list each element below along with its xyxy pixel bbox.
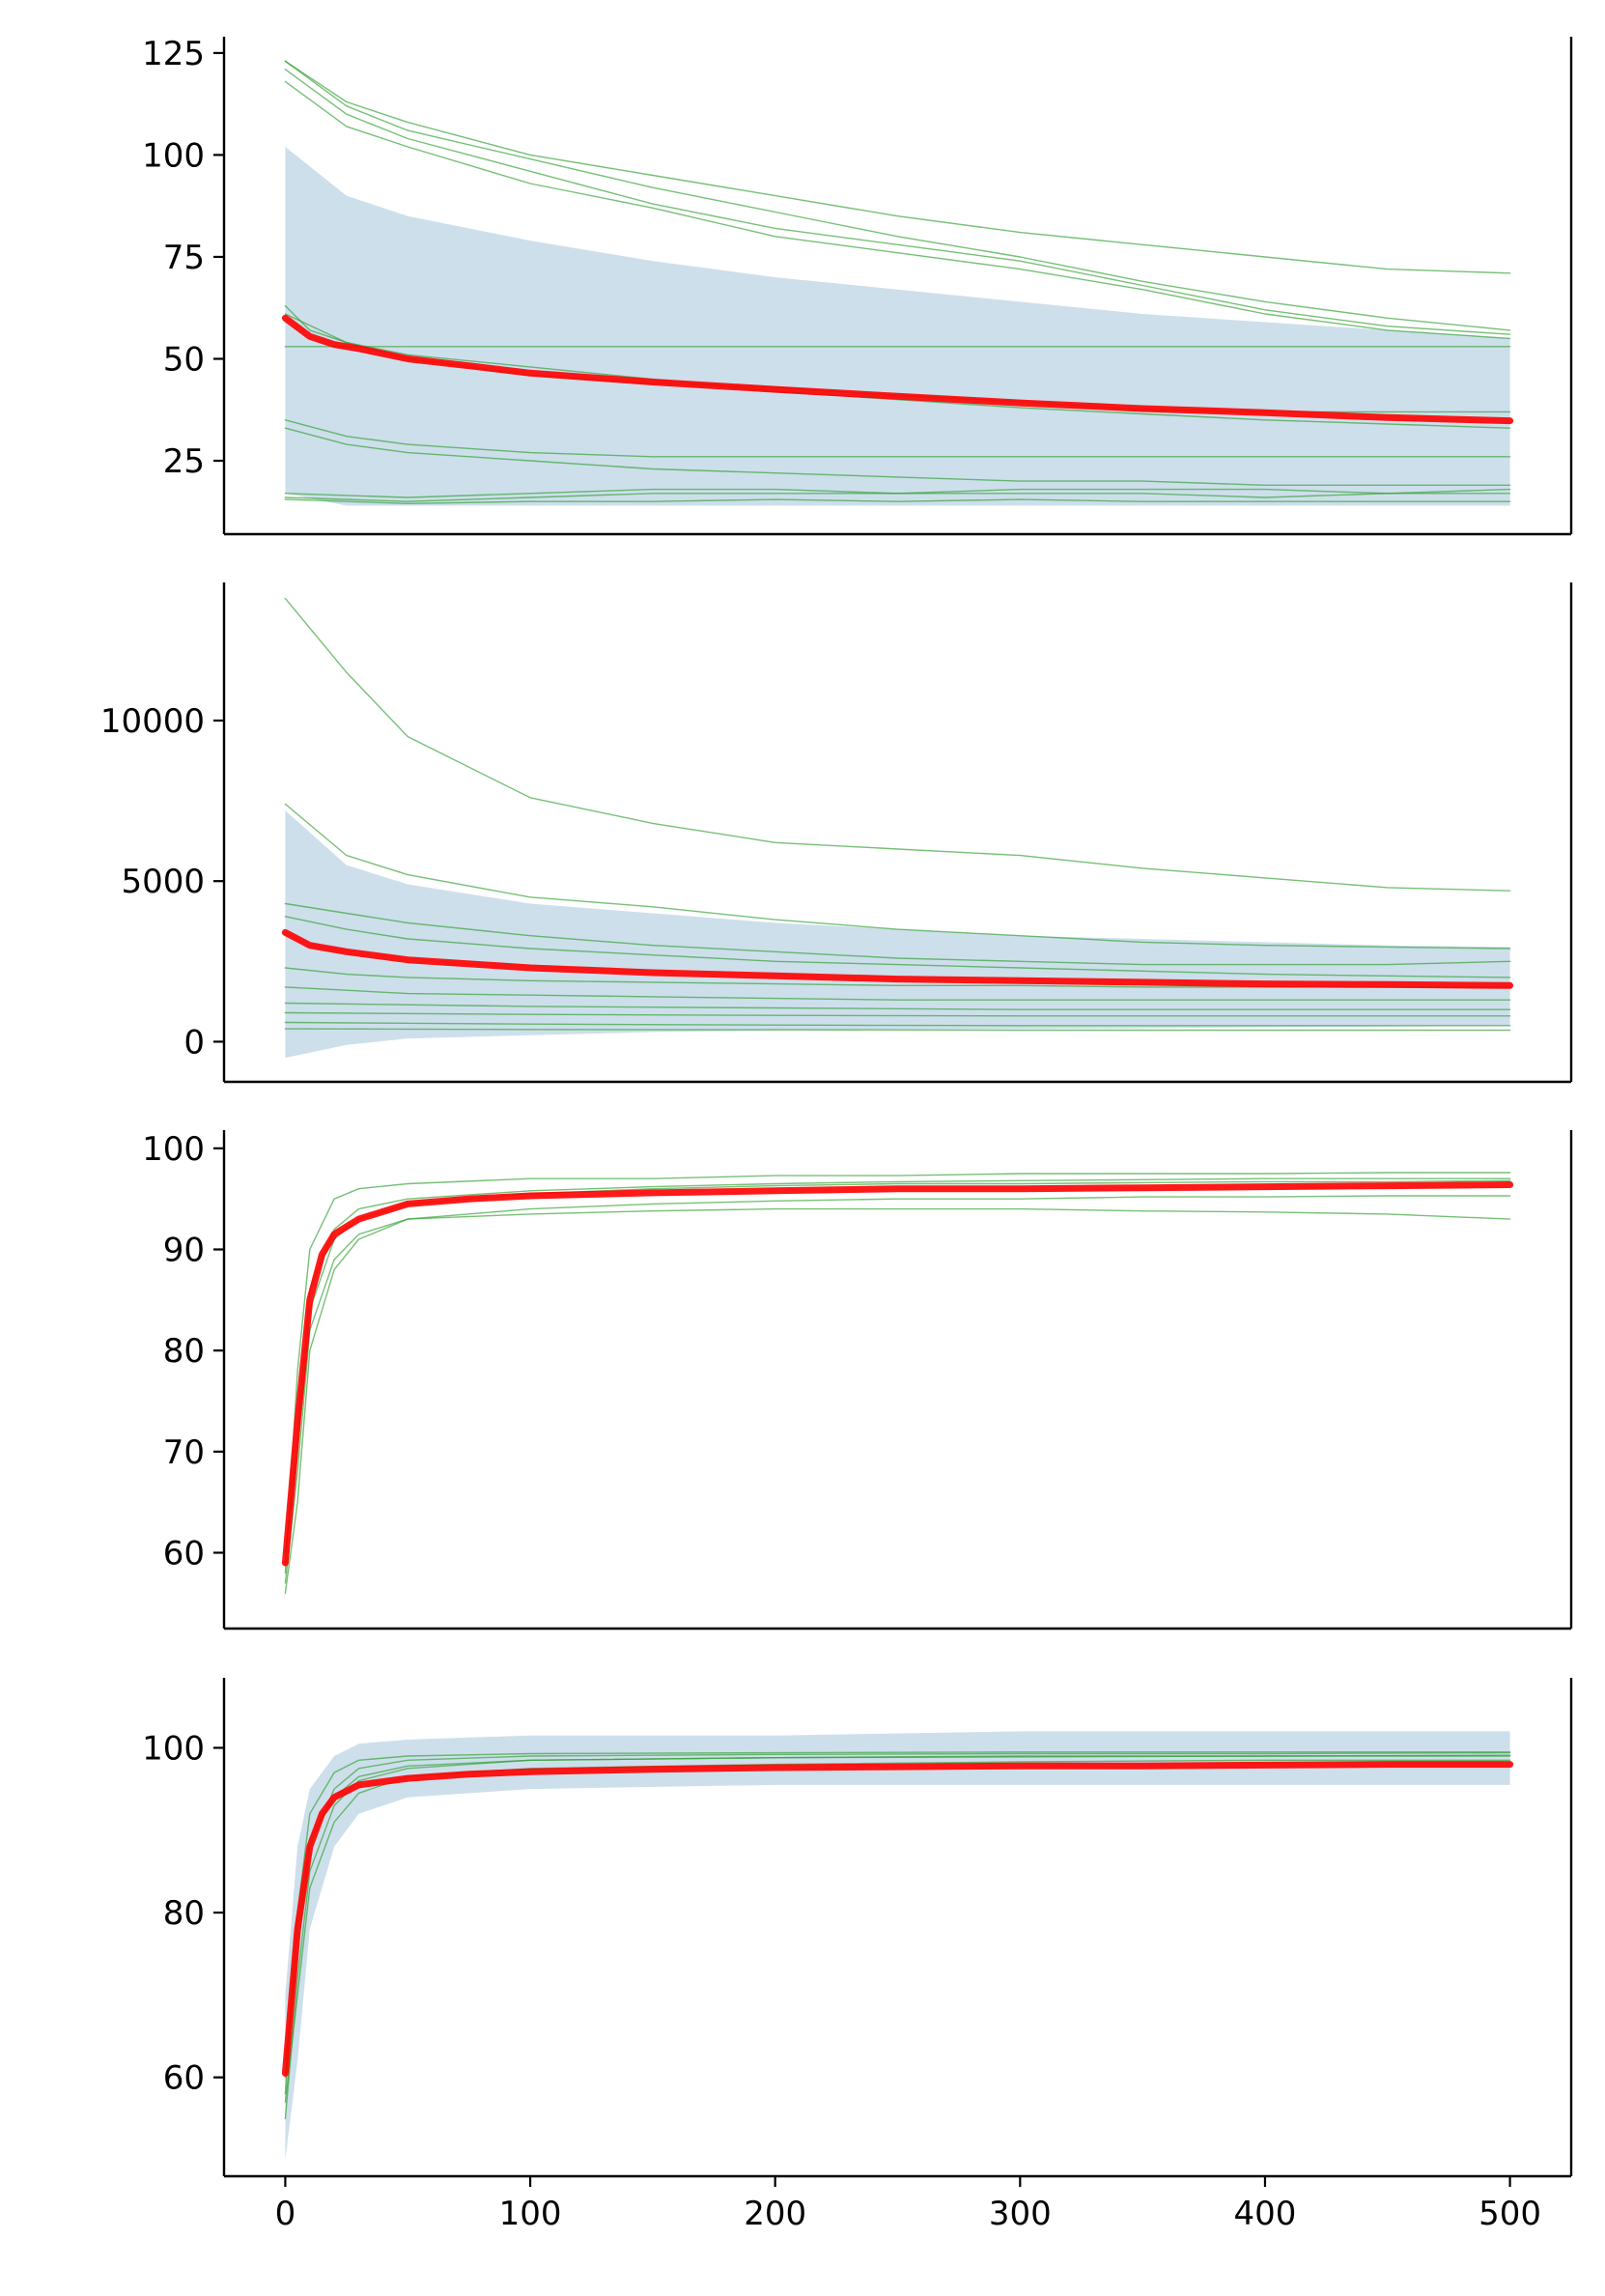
trial-series-line-8: [284, 419, 1511, 458]
x-tick-label: 0: [275, 2195, 296, 2233]
std-band-area: [285, 1731, 1510, 2160]
mean-line-2: [281, 928, 1514, 989]
y-tick-label: 60: [163, 2059, 205, 2098]
y-tick-label: 70: [163, 1433, 205, 1472]
trial-series-line-2: [284, 803, 1511, 950]
x-tick-label: 100: [499, 2195, 562, 2233]
trial-series-line-2: [284, 60, 1511, 331]
y-tick-label: 90: [163, 1232, 205, 1270]
y-axis-ticks-3: 60 70 80 90 100: [142, 1130, 224, 1573]
x-tick-label: 500: [1478, 2195, 1541, 2233]
trial-series-line-9: [284, 427, 1511, 486]
y-tick-label: 0: [183, 1023, 205, 1062]
trial-series-line-3: [284, 1195, 1511, 1595]
trial-series-line-12: [284, 498, 1511, 504]
y-tick-label: 10000: [100, 702, 205, 741]
y-tick-label: 50: [163, 340, 205, 379]
x-axis-ticks-4: 0 100 200 300 400 500: [275, 2176, 1541, 2233]
subplot-3: 60 70 80 90 100: [142, 1130, 1573, 1630]
y-tick-label: 5000: [121, 863, 205, 901]
subplot-1: 25 50 75 100 125: [142, 35, 1573, 536]
std-band-1: [285, 147, 1510, 506]
trial-series-line-6: [284, 986, 1511, 1001]
trial-series-line-3: [284, 69, 1511, 335]
y-tick-label: 25: [163, 442, 205, 481]
x-tick-label: 200: [744, 2195, 806, 2233]
trial-series-line-11: [284, 493, 1511, 502]
y-tick-label: 100: [142, 136, 205, 175]
trial-series-line-1: [284, 60, 1511, 274]
y-tick-label: 100: [142, 1130, 205, 1169]
mean-line-3: [281, 1181, 1514, 1567]
std-band-area: [285, 147, 1510, 506]
subplot-4: 60 80 100 0 100 200 300 400 500: [142, 1678, 1573, 2233]
y-tick-label: 100: [142, 1729, 205, 1768]
trial-series-line-7: [284, 1002, 1511, 1010]
trial-series-line-1: [284, 1172, 1511, 1574]
subplot-2: 0 5000 10000: [100, 582, 1573, 1084]
x-tick-label: 400: [1234, 2195, 1297, 2233]
y-axis-ticks-1: 25 50 75 100 125: [142, 35, 224, 481]
trial-series-line-4: [284, 916, 1511, 978]
trial-series-line-1: [284, 597, 1511, 892]
axes-1: [222, 37, 1573, 536]
y-tick-label: 60: [163, 1535, 205, 1573]
mean-series-line: [281, 1761, 1514, 2077]
trial-series-line-3: [284, 902, 1511, 966]
mean-line-1: [281, 314, 1514, 425]
mean-series-line: [281, 314, 1514, 425]
trial-series-line-5: [284, 1207, 1511, 1584]
axes-3: [222, 1130, 1573, 1630]
mean-series-line: [281, 1181, 1514, 1567]
y-tick-label: 75: [163, 239, 205, 277]
axes-2: [222, 582, 1573, 1084]
trial-series-line-10: [284, 1028, 1511, 1032]
std-band-4: [285, 1731, 1510, 2160]
mean-series-line: [281, 928, 1514, 989]
y-axis-ticks-2: 0 5000 10000: [100, 702, 224, 1062]
x-tick-label: 300: [989, 2195, 1052, 2233]
trial-series-line-2: [284, 1179, 1511, 1554]
trial-series-line-1: [284, 1751, 1511, 2095]
y-tick-label: 80: [163, 1332, 205, 1371]
trial-lines-1: [284, 60, 1511, 504]
trial-series-line-4: [284, 80, 1511, 340]
axes-4: [222, 1678, 1573, 2178]
trial-lines-4: [284, 1751, 1511, 2120]
y-axis-ticks-4: 60 80 100: [142, 1729, 224, 2098]
trial-series-line-9: [284, 1021, 1511, 1027]
trial-series-line-8: [284, 1011, 1511, 1017]
mean-line-4: [281, 1761, 1514, 2077]
y-tick-label: 125: [142, 35, 205, 73]
y-tick-label: 80: [163, 1894, 205, 1933]
